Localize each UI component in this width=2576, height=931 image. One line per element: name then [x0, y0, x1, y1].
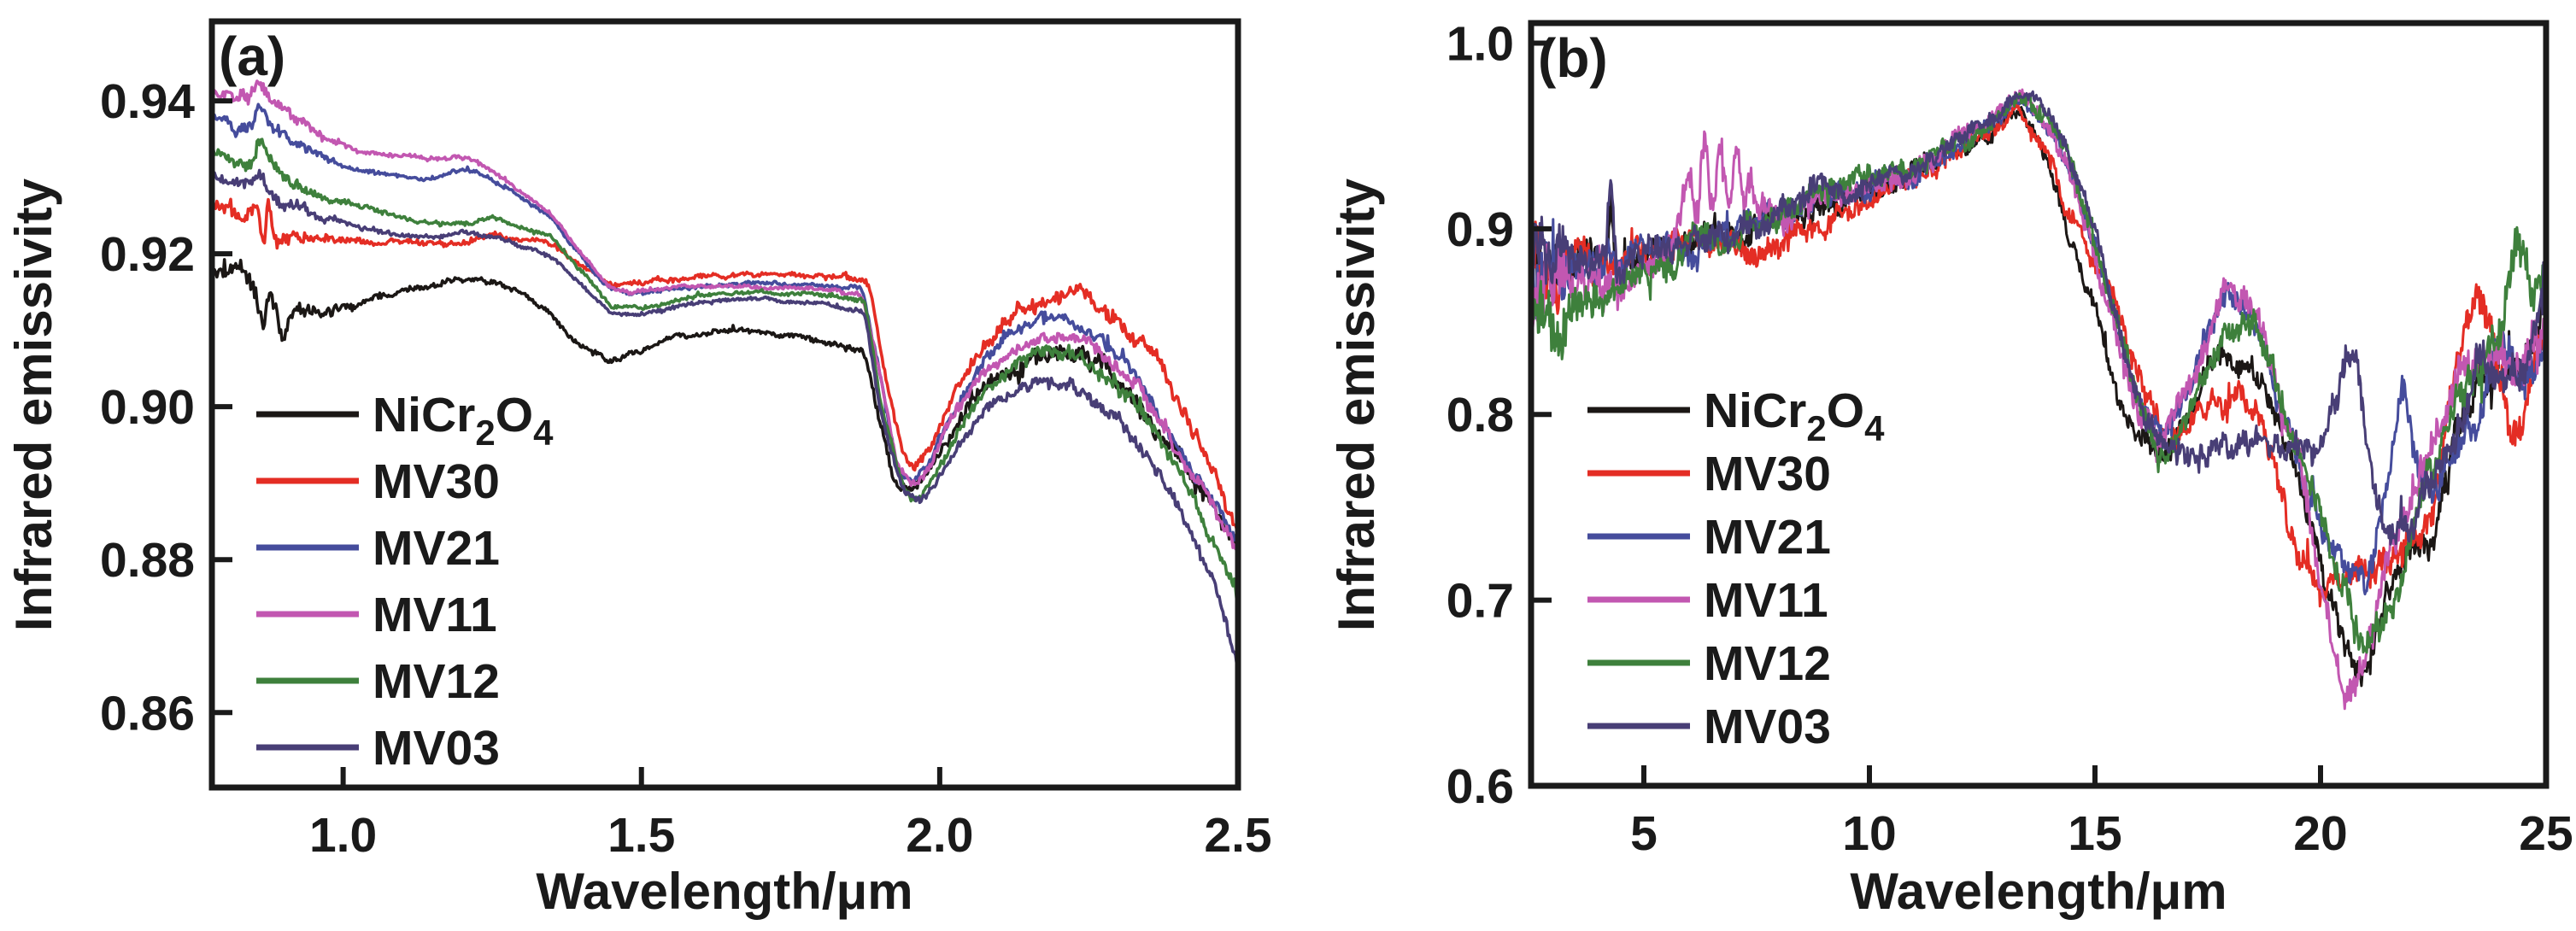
panel-b-y-axis-title: Infrared emissivity: [1328, 178, 1385, 632]
series-line-MV11-panel-a: [212, 79, 1238, 551]
legend-label-MV30-panel-a: MV30: [373, 454, 500, 509]
series-line-NiCr2O4-panel-a: [212, 258, 1238, 553]
legend-label-MV11-panel-b: MV11: [1704, 573, 1828, 628]
legend-label-MV21-panel-a: MV21: [373, 521, 500, 576]
series-line-MV12-panel-a: [212, 138, 1238, 602]
panel-a-y-tick-label: 0.92: [100, 227, 195, 282]
legend-label-MV30-panel-b: MV30: [1704, 447, 1831, 501]
panel-a-y-tick-label: 0.88: [100, 533, 195, 588]
panel-a-x-tick-label: 1.5: [607, 808, 675, 863]
panel-b-y-tick-label: 0.6: [1446, 759, 1514, 814]
panel-b-y-tick-label: 0.7: [1446, 574, 1514, 629]
panel-a-y-tick-label: 0.94: [100, 74, 195, 129]
series-line-MV12-panel-b: [1531, 92, 2546, 654]
series-line-MV30-panel-a: [212, 197, 1238, 545]
panel-b-curves: [1531, 88, 2546, 711]
legend-label-NiCr2O4-panel-a: NiCr2O4: [373, 388, 554, 453]
panel-b-y-tick-label: 1.0: [1446, 16, 1514, 71]
legend-label-NiCr2O4-panel-b: NiCr2O4: [1704, 384, 1885, 448]
panel-a-y-axis-title: Infrared emissivity: [5, 178, 62, 632]
panel-b-y-tick-label: 0.8: [1446, 388, 1514, 442]
panel-a-curves: [212, 79, 1238, 666]
series-line-MV03-panel-b: [1531, 90, 2546, 546]
panel-b-y-tick-label: 0.9: [1446, 202, 1514, 257]
panel-a-x-tick-label: 2.0: [906, 808, 973, 863]
series-line-MV21-panel-a: [212, 102, 1238, 545]
legend-label-MV03-panel-a: MV03: [373, 721, 500, 776]
panel-a-x-tick-label: 1.0: [309, 808, 377, 863]
panel-a-label: (a): [219, 26, 286, 87]
panel-b-x-tick-label: 10: [1842, 806, 1896, 861]
legend-label-MV12-panel-a: MV12: [373, 654, 500, 709]
panel-b-x-tick-label: 20: [2293, 806, 2347, 861]
panel-b-x-tick-label: 5: [1630, 806, 1658, 861]
panel-b-plot-border: [1528, 20, 2550, 789]
panel-b-label: (b): [1538, 27, 1608, 89]
panel-a-plot-border: [208, 18, 1241, 791]
panel-b-x-tick-label: 15: [2068, 806, 2121, 861]
series-line-MV03-panel-a: [212, 168, 1238, 666]
panel-a-x-tick-label: 2.5: [1204, 808, 1271, 863]
series-line-MV21-panel-b: [1531, 96, 2546, 596]
panel-a-y-tick-label: 0.86: [100, 686, 195, 741]
panel-b-x-axis-title: Wavelength/μm: [1850, 863, 2227, 920]
legend-label-MV03-panel-b: MV03: [1704, 700, 1831, 754]
panel-b-x-tick-label: 25: [2519, 806, 2573, 861]
legend-label-MV21-panel-b: MV21: [1704, 510, 1831, 565]
panel-a-y-tick-label: 0.90: [100, 380, 195, 435]
legend-label-MV12-panel-b: MV12: [1704, 636, 1831, 691]
panel-a-x-axis-title: Wavelength/μm: [536, 863, 913, 920]
legend-label-MV11-panel-a: MV11: [373, 588, 497, 642]
